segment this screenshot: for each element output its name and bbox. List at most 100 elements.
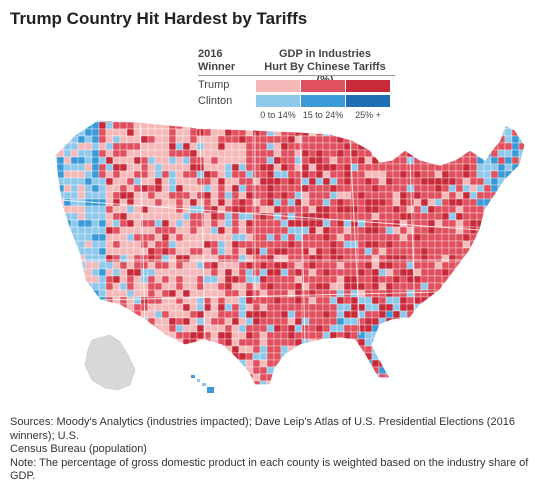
county-cell xyxy=(140,352,149,361)
county-cell xyxy=(161,324,170,333)
county-cell xyxy=(511,296,520,305)
county-cell xyxy=(434,261,443,270)
county-cell xyxy=(281,388,288,395)
county-cell xyxy=(273,331,282,340)
county-cell xyxy=(287,191,296,200)
county-cell xyxy=(427,275,436,284)
county-cell xyxy=(434,135,443,144)
county-cell xyxy=(273,240,282,249)
county-cell xyxy=(462,261,471,270)
county-cell xyxy=(266,352,275,361)
county-cell xyxy=(469,324,478,333)
county-cell xyxy=(420,120,429,123)
county-cell xyxy=(77,373,86,382)
county-cell xyxy=(455,303,464,312)
county-cell xyxy=(168,149,177,158)
county-cell xyxy=(336,212,345,221)
county-cell xyxy=(280,338,289,347)
county-cell xyxy=(428,388,435,395)
county-cell xyxy=(427,240,436,249)
county-cell xyxy=(484,388,491,395)
county-cell xyxy=(504,261,513,270)
county-cell xyxy=(294,247,303,256)
legend-swatch-clinton-low xyxy=(256,95,300,107)
county-cell xyxy=(448,205,457,214)
county-cell xyxy=(504,310,513,319)
county-cell xyxy=(315,303,324,312)
county-cell xyxy=(77,296,86,305)
county-cell xyxy=(526,164,533,171)
county-cell xyxy=(357,366,366,375)
county-cell xyxy=(154,184,163,193)
county-cell xyxy=(392,198,401,207)
county-cell xyxy=(287,359,296,368)
county-cell xyxy=(364,205,373,214)
county-cell xyxy=(329,310,338,319)
county-cell xyxy=(91,317,100,326)
county-cell xyxy=(371,317,380,326)
county-cell xyxy=(427,261,436,270)
county-cell xyxy=(273,310,282,319)
county-cell xyxy=(63,149,72,158)
county-cell xyxy=(476,345,485,354)
county-cell xyxy=(448,296,457,305)
county-cell xyxy=(140,156,149,165)
county-cell xyxy=(476,352,485,361)
county-cell xyxy=(245,240,254,249)
county-cell xyxy=(161,380,170,385)
county-cell xyxy=(518,247,525,256)
county-cell xyxy=(98,156,107,165)
county-cell xyxy=(357,296,366,305)
county-cell xyxy=(252,219,261,228)
county-cell xyxy=(406,296,415,305)
county-cell xyxy=(63,380,72,385)
county-cell xyxy=(434,268,443,277)
county-cell xyxy=(462,303,471,312)
county-cell xyxy=(364,324,373,333)
county-cell xyxy=(287,317,296,326)
county-cell xyxy=(105,310,114,319)
county-cell xyxy=(175,128,184,137)
county-cell xyxy=(147,366,156,375)
county-cell xyxy=(273,149,282,158)
county-cell xyxy=(98,303,107,312)
county-cell xyxy=(392,163,401,172)
county-cell xyxy=(385,226,394,235)
county-cell xyxy=(344,388,351,395)
county-cell xyxy=(210,128,219,137)
county-cell xyxy=(98,317,107,326)
county-cell xyxy=(196,303,205,312)
county-cell xyxy=(126,338,135,347)
county-cell xyxy=(399,268,408,277)
county-cell xyxy=(392,303,401,312)
county-cell xyxy=(260,388,267,395)
county-cell xyxy=(504,268,513,277)
county-cell xyxy=(518,177,525,186)
county-cell xyxy=(231,324,240,333)
county-cell xyxy=(56,359,65,368)
county-cell xyxy=(308,226,317,235)
county-cell xyxy=(455,380,464,385)
county-cell xyxy=(133,282,142,291)
county-cell xyxy=(350,352,359,361)
county-cell xyxy=(280,310,289,319)
county-cell xyxy=(161,219,170,228)
county-cell xyxy=(315,296,324,305)
county-cell xyxy=(329,338,338,347)
county-cell xyxy=(511,310,520,319)
county-cell xyxy=(350,345,359,354)
county-cell xyxy=(175,170,184,179)
county-cell xyxy=(175,310,184,319)
county-cell xyxy=(294,219,303,228)
county-cell xyxy=(519,388,526,395)
county-cell xyxy=(154,198,163,207)
county-cell xyxy=(518,345,525,354)
county-cell xyxy=(140,261,149,270)
county-cell xyxy=(322,268,331,277)
county-cell xyxy=(287,226,296,235)
county-cell xyxy=(420,205,429,214)
county-cell xyxy=(266,282,275,291)
county-cell xyxy=(133,226,142,235)
county-cell xyxy=(238,149,247,158)
county-cell xyxy=(224,373,233,382)
